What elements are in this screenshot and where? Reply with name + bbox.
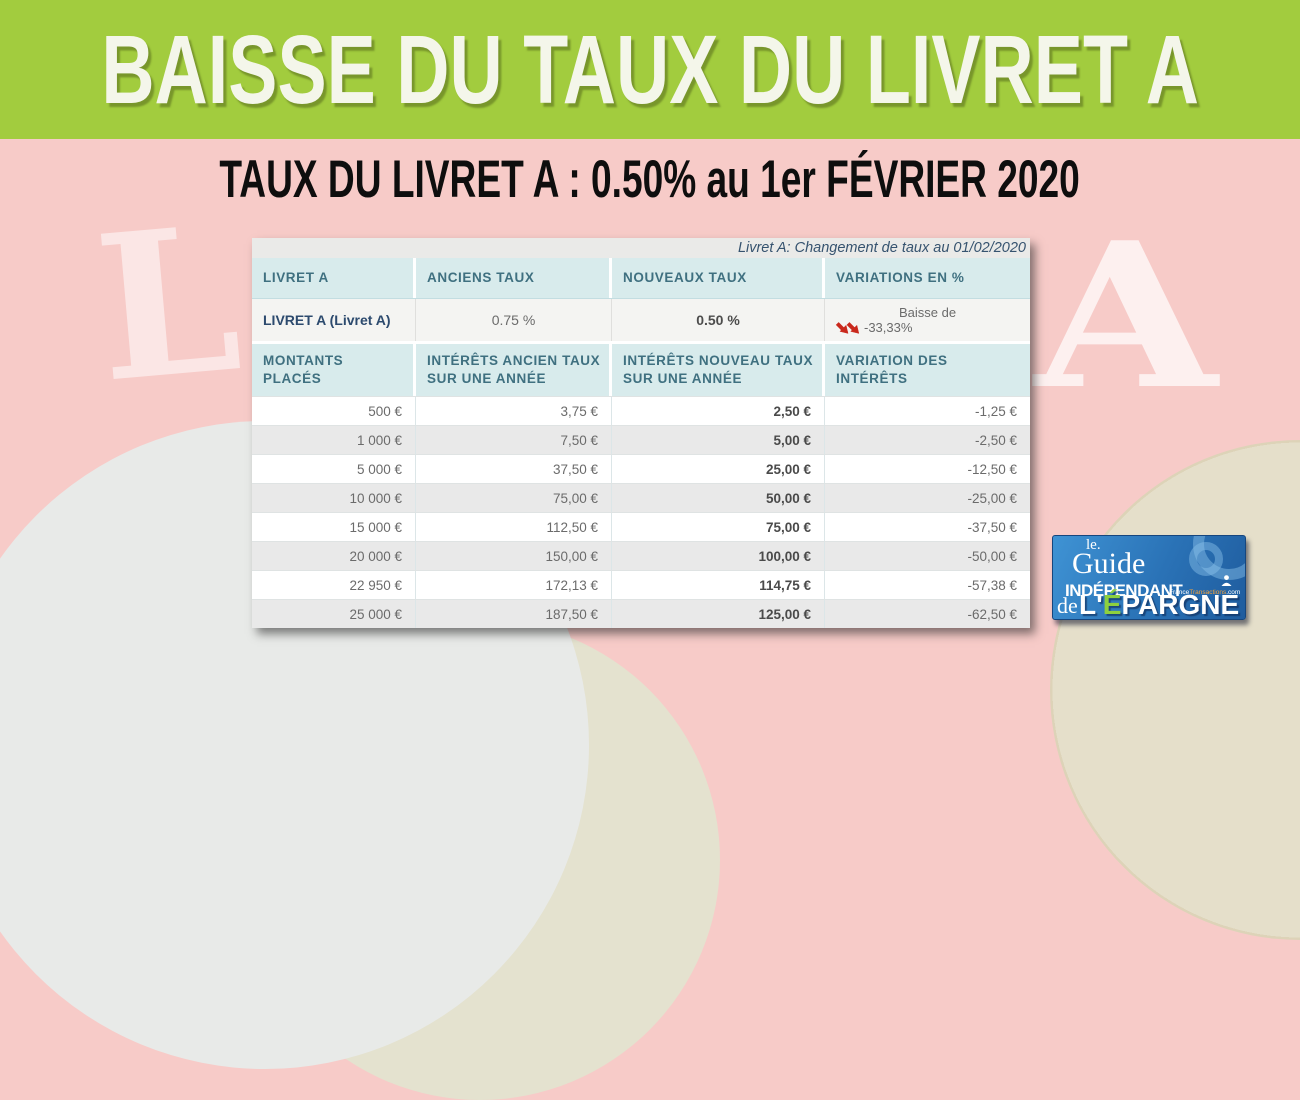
- header-cell-variation-interets: VARIATION DES INTÉRÊTS: [836, 353, 948, 386]
- interet-nouveau-cell: 125,00 €: [612, 600, 825, 628]
- header-cell-anciens-taux: ANCIENS TAUX: [416, 258, 612, 298]
- variation-percent: -33,33%: [864, 320, 913, 335]
- variation-interets-cell: -2,50 €: [974, 432, 1017, 448]
- logo-line-guide: Guide: [1072, 547, 1146, 580]
- old-rate-cell: 0.75 %: [416, 299, 612, 341]
- table-row: 500 € 3,75 € 2,50 € -1,25 €: [252, 396, 1030, 425]
- interet-nouveau-cell: 75,00 €: [612, 513, 825, 541]
- montant-cell: 25 000 €: [252, 600, 416, 628]
- table-row: 25 000 € 187,50 € 125,00 € -62,50 €: [252, 599, 1030, 628]
- montant-cell: 22 950 €: [252, 571, 416, 599]
- table-row: 1 000 € 7,50 € 5,00 € -2,50 €: [252, 425, 1030, 454]
- logo-line-epargne: L'ÉPARGNE: [1079, 589, 1240, 620]
- interet-nouveau-cell: 100,00 €: [612, 542, 825, 570]
- variation-interets-cell: -1,25 €: [974, 403, 1017, 419]
- header-cell-interets-nouveau: INTÉRÊTS NOUVEAU TAUX SUR UNE ANNÉE: [612, 344, 825, 396]
- logo-line-independant: INDÉPENDANT: [1065, 581, 1183, 600]
- table-row: 22 950 € 172,13 € 114,75 € -57,38 €: [252, 570, 1030, 599]
- interet-nouveau-cell: 2,50 €: [612, 397, 825, 425]
- subtitle-row: TAUX DU LIVRET A : 0.50% au 1er FÉVRIER …: [0, 150, 1300, 210]
- montant-cell: 10 000 €: [252, 484, 416, 512]
- interet-ancien-cell: 75,00 €: [416, 484, 612, 512]
- euro-coin-right: [1050, 440, 1300, 940]
- rates-table: Livret A: Changement de taux au 01/02/20…: [252, 238, 1030, 628]
- header-cell-montants-places: MONTANTS PLACÉS: [252, 344, 416, 396]
- interet-nouveau-cell: 50,00 €: [612, 484, 825, 512]
- montant-cell: 15 000 €: [252, 513, 416, 541]
- variation-interets-cell: -37,50 €: [967, 519, 1017, 535]
- logo-circles-decoration: [1189, 542, 1223, 576]
- variation-interets-cell: -12,50 €: [967, 461, 1017, 477]
- variation-interets-cell: -62,50 €: [967, 606, 1017, 622]
- logo-site-text: FranceTransactions.com: [1169, 589, 1241, 596]
- header-banner: BAISSE DU TAUX DU LIVRET A: [0, 0, 1300, 139]
- logo-guide-epargne: le. Guide INDÉPENDANT FranceTransactions…: [1052, 535, 1246, 620]
- montant-cell: 500 €: [252, 397, 416, 425]
- header-cell-livret-a: LIVRET A: [252, 258, 416, 298]
- table-row: 15 000 € 112,50 € 75,00 € -37,50 €: [252, 512, 1030, 541]
- interet-nouveau-cell: 25,00 €: [612, 455, 825, 483]
- rate-header-row: LIVRET A ANCIENS TAUX NOUVEAUX TAUX VARI…: [252, 258, 1030, 299]
- interest-rows: 500 € 3,75 € 2,50 € -1,25 € 1 000 € 7,50…: [252, 396, 1030, 628]
- rate-label-cell: LIVRET A (Livret A): [252, 299, 416, 341]
- variation-interets-cell: -57,38 €: [967, 577, 1017, 593]
- logo-line-le: le.: [1086, 537, 1101, 553]
- variation-cell: Baisse de -33,33%: [825, 299, 1030, 341]
- table-row: 20 000 € 150,00 € 100,00 € -50,00 €: [252, 541, 1030, 570]
- interet-ancien-cell: 172,13 €: [416, 571, 612, 599]
- interet-ancien-cell: 112,50 €: [416, 513, 612, 541]
- table-caption: Livret A: Changement de taux au 01/02/20…: [252, 238, 1030, 258]
- montant-cell: 20 000 €: [252, 542, 416, 570]
- logo-line-de: de: [1057, 593, 1078, 618]
- rate-change-row: LIVRET A (Livret A) 0.75 % 0.50 % Baisse…: [252, 299, 1030, 341]
- decrease-arrows-icon: [835, 321, 860, 334]
- france-transactions-icon: [1221, 574, 1232, 592]
- background-letter-l: L: [87, 181, 249, 428]
- table-row: 5 000 € 37,50 € 25,00 € -12,50 €: [252, 454, 1030, 483]
- interet-ancien-cell: 187,50 €: [416, 600, 612, 628]
- interest-header-row: MONTANTS PLACÉS INTÉRÊTS ANCIEN TAUX SUR…: [252, 341, 1030, 396]
- header-cell-variations: VARIATIONS EN %: [836, 270, 965, 286]
- interet-ancien-cell: 7,50 €: [416, 426, 612, 454]
- banner-title: BAISSE DU TAUX DU LIVRET A: [101, 14, 1199, 124]
- page-subtitle: TAUX DU LIVRET A : 0.50% au 1er FÉVRIER …: [219, 150, 1081, 209]
- background-letter-a: A: [1034, 199, 1218, 434]
- interet-nouveau-cell: 5,00 €: [612, 426, 825, 454]
- interet-ancien-cell: 37,50 €: [416, 455, 612, 483]
- interet-ancien-cell: 3,75 €: [416, 397, 612, 425]
- variation-text: Baisse de: [898, 304, 957, 320]
- montant-cell: 5 000 €: [252, 455, 416, 483]
- table-row: 10 000 € 75,00 € 50,00 € -25,00 €: [252, 483, 1030, 512]
- new-rate-cell: 0.50 %: [612, 299, 825, 341]
- interet-nouveau-cell: 114,75 €: [612, 571, 825, 599]
- variation-interets-cell: -50,00 €: [967, 548, 1017, 564]
- header-cell-nouveaux-taux: NOUVEAUX TAUX: [612, 258, 825, 298]
- montant-cell: 1 000 €: [252, 426, 416, 454]
- variation-interets-cell: -25,00 €: [967, 490, 1017, 506]
- header-cell-interets-ancien: INTÉRÊTS ANCIEN TAUX SUR UNE ANNÉE: [416, 344, 612, 396]
- interet-ancien-cell: 150,00 €: [416, 542, 612, 570]
